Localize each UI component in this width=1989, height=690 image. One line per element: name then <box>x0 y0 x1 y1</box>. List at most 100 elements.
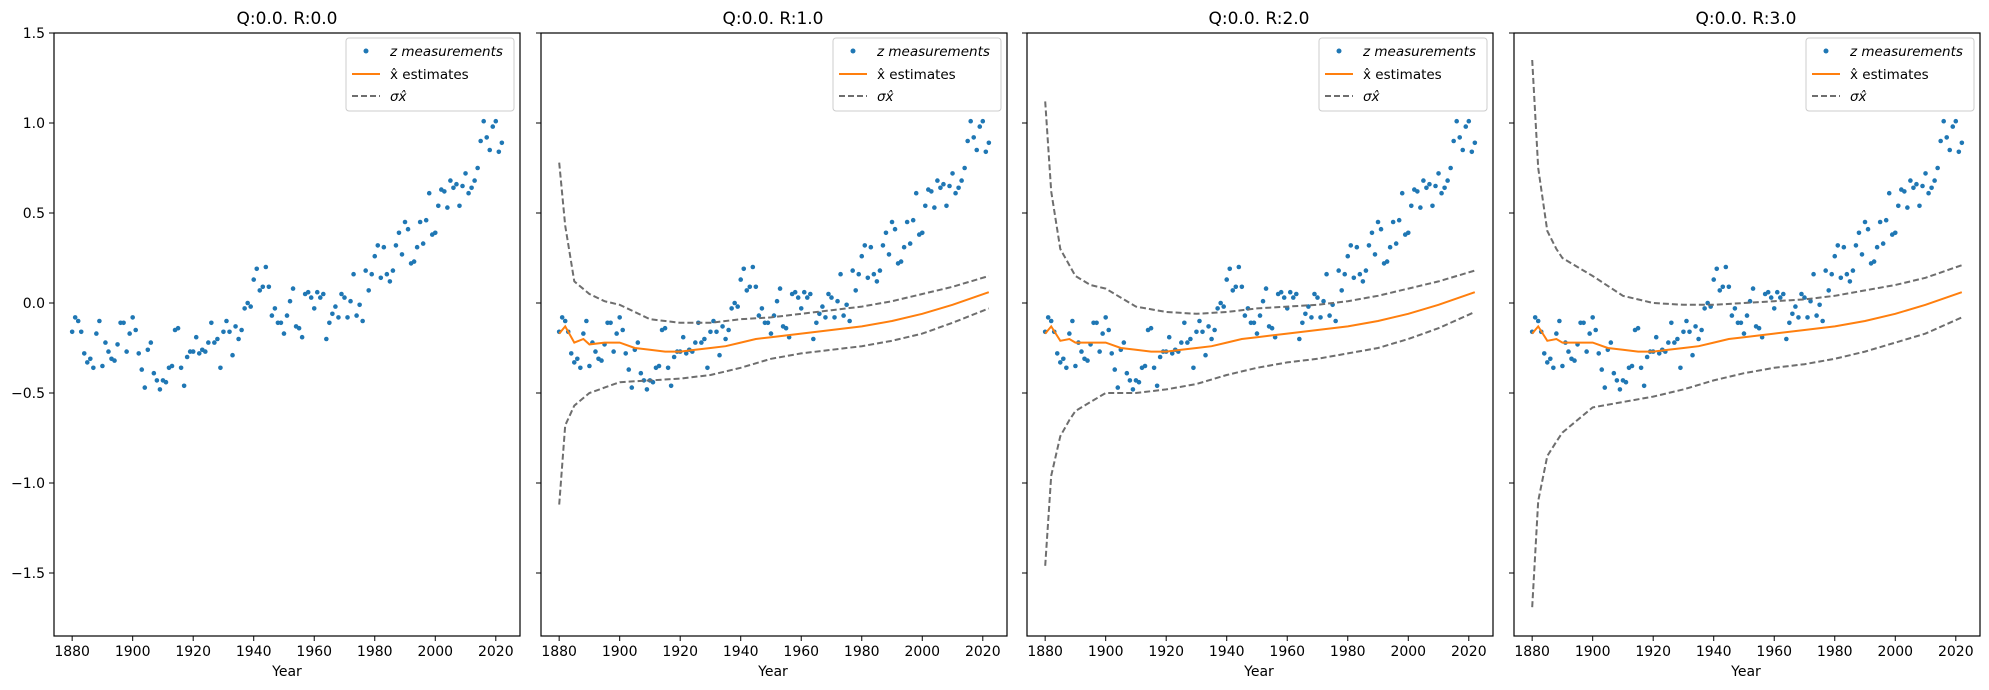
plot-area <box>1042 101 1478 566</box>
series-measurements <box>69 118 505 392</box>
measurement-point <box>1781 291 1786 297</box>
x-axis-label: Year <box>271 664 302 680</box>
x-axis-label: Year <box>1730 664 1761 680</box>
measurement-point <box>1151 365 1157 371</box>
measurement-point <box>593 349 598 354</box>
measurement-point <box>1959 140 1965 146</box>
measurement-point <box>1886 190 1892 196</box>
measurement-point <box>1572 358 1577 363</box>
measurement-point <box>844 302 849 308</box>
measurement-point <box>1681 329 1686 335</box>
measurement-point <box>559 315 565 320</box>
measurement-point <box>877 268 883 273</box>
legend-label-estimates: x̂ estimates <box>1363 67 1442 83</box>
measurement-point <box>1777 295 1783 300</box>
measurement-point <box>938 185 943 191</box>
measurement-point <box>402 219 408 225</box>
measurement-point <box>898 259 904 264</box>
x-tick-label: 1900 <box>1575 644 1611 660</box>
measurement-point <box>339 291 344 297</box>
measurement-point <box>629 385 635 390</box>
measurement-point <box>1805 315 1810 320</box>
x-tick-label: 1960 <box>296 644 332 660</box>
measurement-point <box>1194 329 1199 335</box>
measurement-point <box>333 304 338 309</box>
x-tick-label: 2020 <box>478 644 514 660</box>
measurement-point <box>971 135 977 140</box>
measurement-point <box>81 351 87 356</box>
measurement-point <box>808 291 813 297</box>
measurement-point <box>1817 302 1822 308</box>
legend-label-sigma: σx̂ <box>390 89 408 105</box>
measurement-point <box>1554 331 1559 336</box>
measurement-point <box>814 320 819 326</box>
measurement-point <box>1269 325 1275 331</box>
measurement-point <box>184 354 190 360</box>
measurement-point <box>1445 178 1450 183</box>
legend-label-estimates: x̂ estimates <box>877 67 956 83</box>
measurement-point <box>1154 383 1160 389</box>
x-tick-label: 1920 <box>662 644 698 660</box>
measurement-point <box>363 268 368 273</box>
measurement-point <box>1309 315 1314 320</box>
measurement-point <box>354 313 359 318</box>
y-axis-ticks: −1.5 −1.0 −0.5 0.0 0.5 1.0 1.5 <box>11 26 54 582</box>
measurement-point <box>1750 286 1756 291</box>
measurement-point <box>202 349 208 354</box>
measurement-point <box>1251 320 1257 326</box>
measurement-point <box>1535 318 1541 324</box>
measurement-point <box>1756 325 1762 331</box>
measurement-point <box>260 284 266 290</box>
measurement-point <box>1048 318 1054 324</box>
y-tick-label: 0.5 <box>23 206 45 222</box>
x-tick-label: 1980 <box>357 644 393 660</box>
legend-box <box>345 37 515 112</box>
x-tick-label: 1960 <box>1756 644 1792 660</box>
measurement-point <box>1321 298 1326 304</box>
measurement-point <box>1793 304 1798 309</box>
measurement-point <box>1832 253 1838 259</box>
measurement-point <box>1218 300 1223 306</box>
measurement-point <box>1908 178 1913 183</box>
measurement-point <box>1917 203 1922 209</box>
measurement-point <box>1179 340 1184 345</box>
measurement-point <box>1853 243 1859 248</box>
measurement-point <box>239 327 244 333</box>
measurement-point <box>1629 363 1635 369</box>
measurement-point <box>181 383 187 389</box>
measurement-point <box>1148 325 1154 331</box>
measurement-point <box>1463 124 1469 129</box>
measurement-point <box>856 271 862 277</box>
measurement-point <box>1142 363 1148 369</box>
measurement-point <box>1717 288 1723 293</box>
measurement-point <box>348 298 353 304</box>
measurement-point <box>351 271 356 277</box>
measurement-point <box>321 291 326 297</box>
measurement-point <box>242 306 247 311</box>
measurement-point <box>1905 205 1910 210</box>
subplot-title: Q:0.0. R:3.0 <box>1695 9 1796 29</box>
measurement-point <box>1472 140 1478 146</box>
measurement-point <box>1094 320 1099 326</box>
measurement-point <box>1850 268 1856 273</box>
measurement-point <box>411 259 417 264</box>
measurement-point <box>1460 147 1466 153</box>
measurement-point <box>756 313 762 318</box>
measurement-point <box>1067 331 1072 336</box>
measurement-point <box>792 289 798 295</box>
measurement-point <box>1209 336 1214 342</box>
measurement-point <box>953 190 958 196</box>
measurement-point <box>1784 336 1789 342</box>
measurement-point <box>1290 295 1296 300</box>
measurement-point <box>1944 135 1950 140</box>
measurement-point <box>829 295 834 300</box>
measurement-point <box>324 336 329 342</box>
measurement-point <box>1847 279 1853 284</box>
measurement-point <box>1911 185 1916 191</box>
measurement-point <box>1929 185 1934 191</box>
measurement-point <box>478 138 483 144</box>
measurement-point <box>251 277 257 282</box>
measurement-point <box>1826 288 1832 293</box>
measurement-point <box>1115 385 1121 390</box>
measurement-point <box>227 329 232 335</box>
